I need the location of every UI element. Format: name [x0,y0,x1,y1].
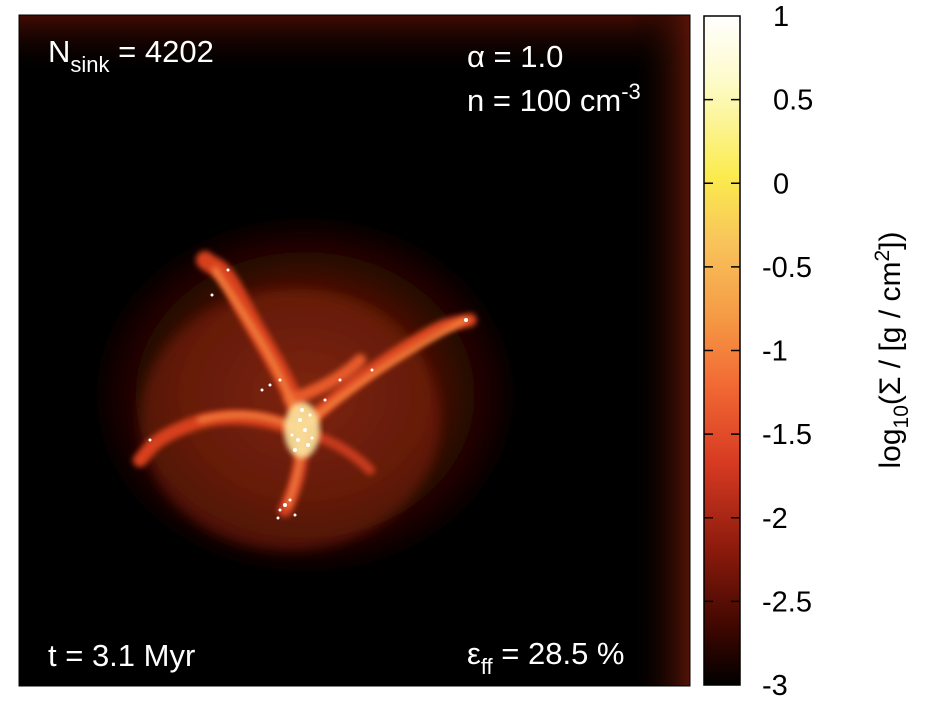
density-label: n = 100 cm-3 [467,79,641,118]
colorbar-tick-label: 0.5 [773,85,813,117]
colorbar-tick-label: -1 [762,336,788,368]
colorbar-tick-label: -2.5 [762,586,812,618]
colorbar-tick-label: -0.5 [762,252,812,284]
colorbar-tick-label: -3 [762,670,788,702]
colorbar-tick-label: 0 [773,168,789,200]
colorbar-tick-label: -1.5 [762,419,812,451]
density-map: Nsink = 4202 α = 1.0 n = 100 cm-3 t = 3.… [19,15,690,686]
colorbar: 1 0.5 0 -0.5 -1 -1.5 -2 -2.5 -3 log10(Σ / [g / c… [703,1,913,702]
colorbar-tick-label: 1 [773,1,789,33]
colorbar-title: log10(Σ / [g / cm2]) [871,232,913,469]
n-sink-label: Nsink = 4202 [48,34,214,77]
alpha-label: α = 1.0 [467,39,563,74]
time-label: t = 3.1 Myr [48,638,195,673]
colorbar-tick-label: -2 [762,503,788,535]
efficiency-label: εff = 28.5 % [467,636,625,679]
sink-particles [148,268,468,520]
colorbar-ticks: 1 0.5 0 -0.5 -1 -1.5 -2 -2.5 -3 [704,1,813,702]
